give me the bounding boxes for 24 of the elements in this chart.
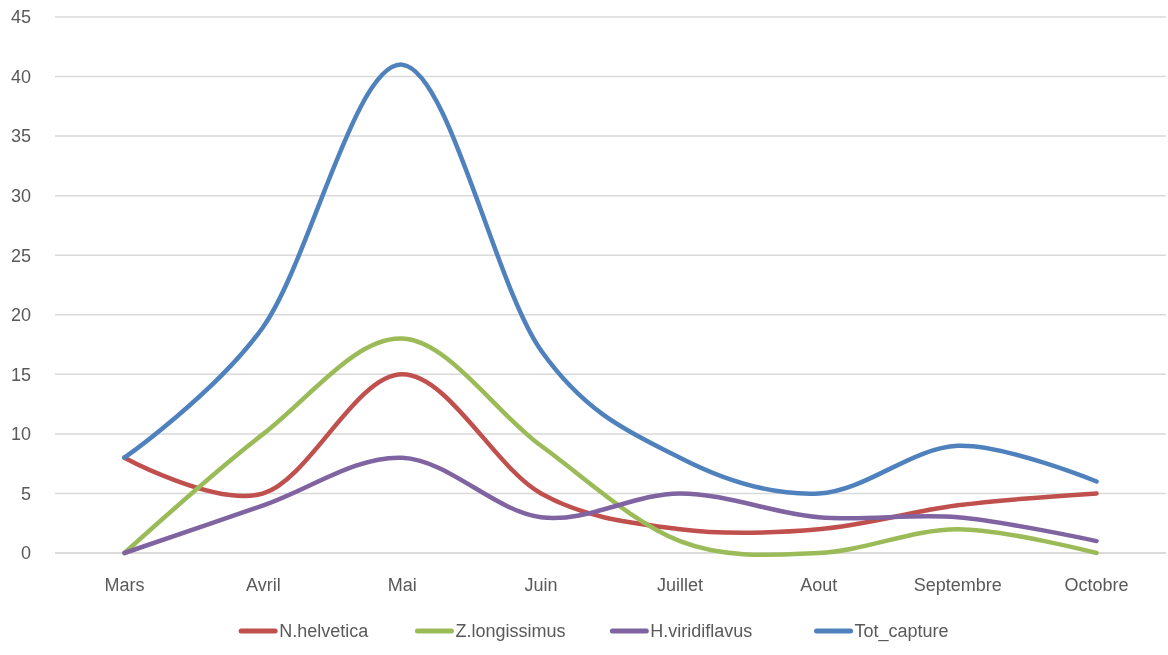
x-tick-label: Juin xyxy=(524,575,558,595)
y-tick-label: 40 xyxy=(10,66,31,87)
line-series xyxy=(122,455,1099,556)
x-tick-label: Juillet xyxy=(656,575,703,595)
legend-label: Z.longissimus xyxy=(455,621,566,641)
legend-label: Tot_capture xyxy=(854,621,949,642)
y-tick-label: 30 xyxy=(10,185,31,206)
x-tick-label: Septembre xyxy=(913,575,1002,595)
x-tick-label: Mai xyxy=(387,575,417,595)
y-tick-label: 5 xyxy=(20,483,31,504)
y-tick-label: 25 xyxy=(10,245,31,266)
y-tick-label: 10 xyxy=(10,424,31,445)
y-tick-label: 20 xyxy=(10,305,31,326)
x-tick-label: Mars xyxy=(104,575,145,595)
x-tick-label: Avril xyxy=(245,575,281,595)
x-tick-label: Octobre xyxy=(1064,575,1129,595)
y-tick-label: 15 xyxy=(10,364,31,385)
x-tick-label: Aout xyxy=(800,575,838,595)
line-series xyxy=(122,62,1099,496)
y-tick-label: 45 xyxy=(10,7,31,28)
y-tick-label: 0 xyxy=(20,543,31,564)
legend-label: N.helvetica xyxy=(279,621,370,641)
y-tick-label: 35 xyxy=(10,126,31,147)
legend-label: H.viridiflavus xyxy=(650,621,753,641)
